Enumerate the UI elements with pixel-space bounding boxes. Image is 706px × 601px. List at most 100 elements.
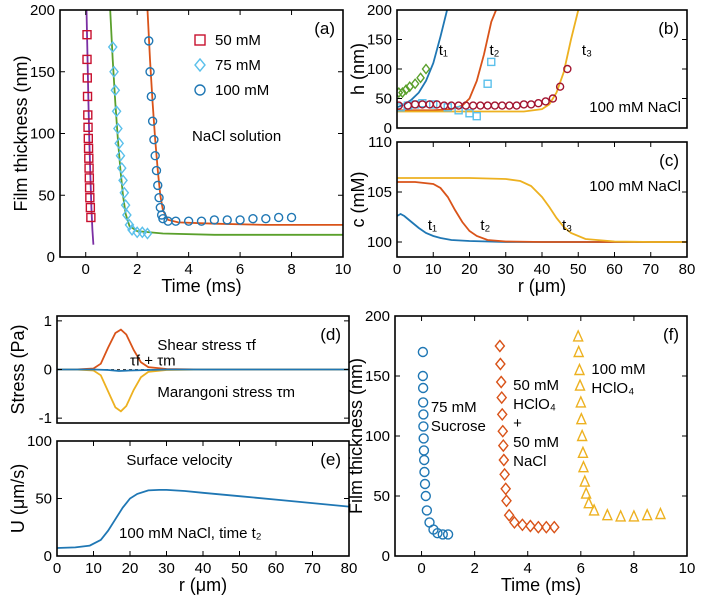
data-point-circle bbox=[432, 528, 443, 539]
y-axis-label: c (mM) bbox=[348, 172, 368, 228]
series-label: + bbox=[513, 415, 522, 432]
data-point-diamond bbox=[495, 375, 507, 389]
data-point-diamond bbox=[540, 520, 552, 534]
annotation: 100 mM NaCl bbox=[589, 178, 681, 195]
data-point-diamond bbox=[501, 494, 512, 508]
data-point-circle bbox=[483, 101, 492, 110]
data-point-circle bbox=[158, 214, 168, 224]
data-point-circle bbox=[154, 193, 164, 203]
data-point-diamond bbox=[142, 227, 153, 240]
y-tick-label: 0 bbox=[44, 548, 52, 565]
data-point-diamond bbox=[497, 424, 509, 438]
annotation: NaCl solution bbox=[192, 128, 281, 145]
series-line-t1 bbox=[397, 212, 687, 243]
data-point-triangle bbox=[628, 509, 640, 522]
annotation-marangoni: Marangoni stress τm bbox=[157, 384, 295, 401]
data-point-circle bbox=[476, 101, 485, 110]
data-point-square bbox=[83, 143, 94, 154]
data-point-diamond bbox=[107, 40, 118, 54]
x-tick-label: 70 bbox=[304, 560, 321, 577]
x-tick-label: 8 bbox=[630, 560, 638, 577]
data-point-diamond bbox=[416, 72, 425, 84]
data-point-circle bbox=[468, 101, 478, 110]
x-tick-label: 80 bbox=[679, 261, 696, 278]
data-point-diamond bbox=[110, 84, 121, 97]
data-point-diamond bbox=[109, 65, 119, 78]
data-point-circle bbox=[417, 382, 429, 394]
data-point-triangle bbox=[654, 506, 667, 520]
data-point-circle bbox=[273, 212, 284, 223]
panel-f: 75 mM Sucrose 50 mM HClO₄ +50 mM NaCl 100 mM HC… bbox=[346, 308, 695, 595]
data-point-triangle bbox=[577, 445, 589, 458]
x-tick-label: 4 bbox=[524, 560, 532, 577]
legend-label: 50 mM bbox=[215, 32, 261, 49]
data-point-circle bbox=[417, 346, 429, 358]
series-line bbox=[57, 489, 349, 549]
y-tick-label: 200 bbox=[367, 2, 392, 19]
x-tick-label: 50 bbox=[570, 261, 587, 278]
data-point-diamond bbox=[498, 453, 510, 467]
data-point-diamond bbox=[112, 122, 123, 135]
data-point-circle bbox=[153, 180, 163, 191]
x-tick-label: 10 bbox=[85, 560, 102, 577]
panel-c-frame bbox=[396, 141, 688, 258]
y-tick-label: 150 bbox=[30, 64, 55, 81]
data-point-diamond bbox=[494, 339, 506, 353]
data-point-circle bbox=[548, 94, 558, 103]
data-point-circle bbox=[555, 82, 565, 91]
data-point-square bbox=[472, 111, 481, 121]
y-tick-label: 200 bbox=[30, 2, 55, 19]
x-tick-label: 6 bbox=[577, 560, 585, 577]
y-tick-label: 50 bbox=[375, 91, 392, 108]
x-tick-label: 50 bbox=[231, 560, 248, 577]
data-point-diamond bbox=[499, 467, 511, 482]
data-point-diamond bbox=[497, 438, 509, 453]
data-point-square bbox=[82, 91, 93, 102]
y-tick-label: 0 bbox=[44, 362, 52, 379]
data-point-square bbox=[487, 57, 496, 67]
x-tick-label: 40 bbox=[195, 560, 212, 577]
data-point-circle-group bbox=[417, 346, 454, 540]
x-axis-label: Time (ms) bbox=[501, 575, 581, 595]
x-tick-label: 30 bbox=[497, 261, 514, 278]
curve-label-t3: t₃ bbox=[582, 42, 592, 59]
data-point-diamond bbox=[421, 63, 431, 75]
y-tick-label: 200 bbox=[365, 308, 390, 325]
data-point-square bbox=[82, 73, 92, 83]
data-point-diamond bbox=[397, 86, 404, 99]
data-point-circle bbox=[418, 421, 429, 432]
x-tick-label: 8 bbox=[287, 261, 295, 278]
data-point-triangle bbox=[579, 474, 591, 487]
data-point-diamond bbox=[500, 482, 512, 496]
series-label: 75 mM bbox=[431, 399, 477, 416]
y-tick-label: 0 bbox=[47, 249, 55, 266]
data-point-square bbox=[82, 30, 92, 40]
fit-curve bbox=[146, 10, 343, 226]
data-point-circle bbox=[146, 91, 157, 102]
panel-label: (c) bbox=[659, 151, 679, 170]
data-point-circle bbox=[209, 215, 220, 225]
y-tick-label: -1 bbox=[39, 410, 52, 427]
legend-marker bbox=[194, 34, 206, 46]
annotation: 100 mM NaCl bbox=[589, 99, 681, 116]
data-point-circle bbox=[418, 445, 430, 456]
data-point-circle bbox=[417, 397, 429, 408]
data-point-diamond bbox=[548, 520, 560, 534]
data-point-square bbox=[85, 193, 95, 203]
curve-label-t1: t₁ bbox=[439, 42, 448, 59]
y-tick-label: 1 bbox=[44, 313, 52, 330]
data-point-triangle bbox=[575, 395, 587, 408]
data-point-circle bbox=[505, 101, 514, 110]
data-point-square bbox=[84, 153, 94, 163]
data-point-circle bbox=[519, 100, 529, 109]
data-point-triangle bbox=[576, 428, 588, 442]
series-line bbox=[57, 368, 349, 372]
data-point-circle bbox=[196, 216, 207, 226]
panel-label: (a) bbox=[314, 19, 335, 38]
data-point-circle bbox=[534, 99, 543, 108]
data-point-circle bbox=[419, 466, 430, 478]
data-point-triangle bbox=[573, 344, 585, 358]
data-point-diamond bbox=[532, 520, 544, 534]
fit-curve bbox=[397, 10, 580, 113]
data-point-square bbox=[83, 122, 93, 133]
